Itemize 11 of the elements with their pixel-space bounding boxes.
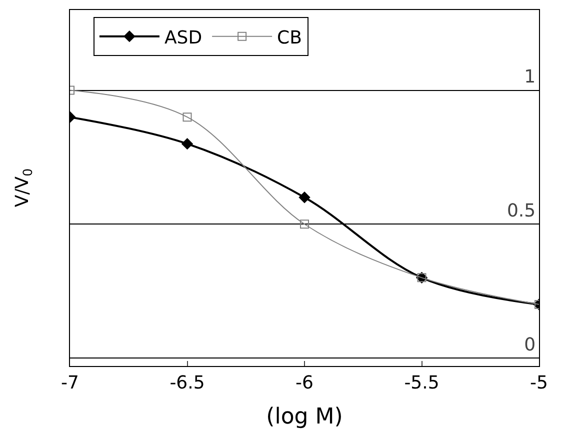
x-axis-title: (log M) bbox=[266, 404, 343, 430]
legend-label: CB bbox=[277, 27, 302, 48]
y-tick-label: 0 bbox=[524, 334, 536, 356]
x-tick-label: -5.5 bbox=[404, 372, 440, 394]
y-tick-label: 1 bbox=[524, 66, 536, 88]
x-tick-label: -6.5 bbox=[170, 372, 205, 394]
y-tick-label: 0.5 bbox=[506, 200, 536, 222]
x-tick-label: -5 bbox=[530, 372, 548, 394]
x-tick-label: -6 bbox=[296, 372, 314, 394]
legend-label: ASD bbox=[164, 27, 202, 48]
x-tick-label: -7 bbox=[61, 372, 79, 394]
